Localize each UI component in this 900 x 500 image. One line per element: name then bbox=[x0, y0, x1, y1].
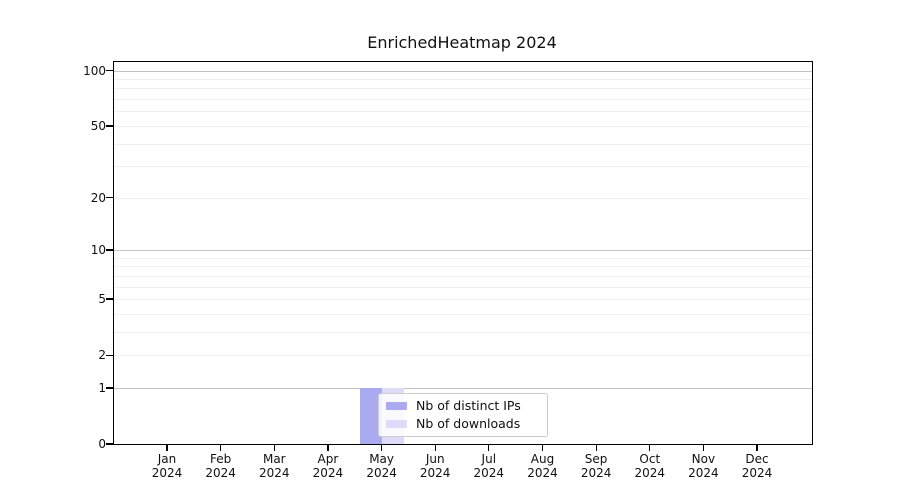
y-tick-label: 100 bbox=[83, 63, 106, 78]
chart-title: EnrichedHeatmap 2024 bbox=[367, 33, 557, 52]
x-tick-label: Jun 2024 bbox=[419, 452, 451, 480]
x-tick-label: Oct 2024 bbox=[634, 452, 666, 480]
y-gridline-minor bbox=[114, 331, 812, 333]
y-gridline-minor bbox=[114, 275, 812, 277]
x-tick bbox=[649, 445, 651, 451]
x-tick bbox=[220, 445, 222, 451]
x-tick bbox=[434, 445, 436, 451]
legend-label-distinct-ips: Nb of distinct IPs bbox=[416, 398, 521, 413]
y-gridline-major bbox=[114, 250, 812, 251]
x-tick-label: Feb 2024 bbox=[205, 452, 236, 480]
x-tick bbox=[327, 445, 329, 451]
bar-distinct-ips bbox=[359, 387, 382, 444]
y-gridline-minor bbox=[114, 197, 812, 199]
x-tick-label: Nov 2024 bbox=[688, 452, 719, 480]
x-tick-label: Jul 2024 bbox=[473, 452, 505, 480]
legend: Nb of distinct IPs Nb of downloads bbox=[378, 393, 548, 437]
x-tick-label: May 2024 bbox=[366, 452, 397, 480]
y-tick bbox=[106, 354, 113, 356]
y-tick bbox=[106, 70, 113, 72]
y-gridline-minor bbox=[114, 355, 812, 357]
y-tick bbox=[106, 125, 113, 127]
x-tick-label: Mar 2024 bbox=[259, 452, 290, 480]
y-gridline-minor bbox=[114, 111, 812, 113]
y-tick-label: 2 bbox=[98, 348, 106, 363]
y-tick bbox=[106, 197, 113, 199]
y-tick-label: 0 bbox=[98, 437, 106, 451]
x-tick bbox=[488, 445, 490, 451]
x-tick-label: Aug 2024 bbox=[527, 452, 558, 480]
y-gridline-minor bbox=[114, 286, 812, 288]
x-tick bbox=[166, 445, 168, 451]
y-tick-label: 10 bbox=[90, 243, 106, 257]
y-tick-label: 5 bbox=[98, 292, 106, 306]
x-tick-label: Sep 2024 bbox=[580, 452, 612, 480]
x-tick bbox=[541, 445, 544, 451]
legend-label-downloads: Nb of downloads bbox=[416, 416, 521, 431]
x-tick-label: Jan 2024 bbox=[151, 452, 183, 480]
legend-item-downloads: Nb of downloads bbox=[386, 417, 539, 431]
x-tick-label: Apr 2024 bbox=[312, 452, 344, 480]
y-gridline-major bbox=[114, 387, 812, 389]
y-gridline-major bbox=[114, 70, 812, 72]
y-gridline-minor bbox=[114, 143, 812, 145]
y-gridline-minor bbox=[114, 257, 812, 259]
x-tick bbox=[381, 445, 383, 451]
y-tick bbox=[106, 298, 113, 300]
y-tick bbox=[106, 443, 113, 445]
x-tick bbox=[273, 445, 275, 451]
y-gridline-minor bbox=[114, 99, 812, 101]
y-tick-label: 50 bbox=[90, 118, 106, 133]
x-tick bbox=[702, 445, 705, 451]
legend-item-distinct-ips: Nb of distinct IPs bbox=[386, 399, 539, 413]
legend-swatch-distinct-ips bbox=[386, 402, 407, 410]
x-tick bbox=[595, 445, 597, 451]
y-gridline-minor bbox=[114, 313, 812, 315]
y-gridline-minor bbox=[114, 166, 812, 168]
y-gridline-minor bbox=[114, 266, 812, 268]
y-tick-label: 1 bbox=[98, 380, 106, 395]
y-tick bbox=[106, 387, 113, 389]
y-tick bbox=[106, 249, 113, 251]
plot-area: Nb of distinct IPs Nb of downloads 0 1 2 5 1… bbox=[83, 61, 813, 480]
x-tick-label: Dec 2024 bbox=[741, 452, 773, 480]
x-tick bbox=[756, 445, 758, 451]
legend-swatch-downloads bbox=[386, 420, 407, 428]
y-tick-label: 20 bbox=[90, 190, 106, 205]
y-gridline-minor bbox=[114, 79, 812, 80]
y-gridline-minor bbox=[114, 125, 812, 127]
y-gridline-minor bbox=[114, 299, 812, 300]
y-gridline-minor bbox=[114, 88, 812, 90]
